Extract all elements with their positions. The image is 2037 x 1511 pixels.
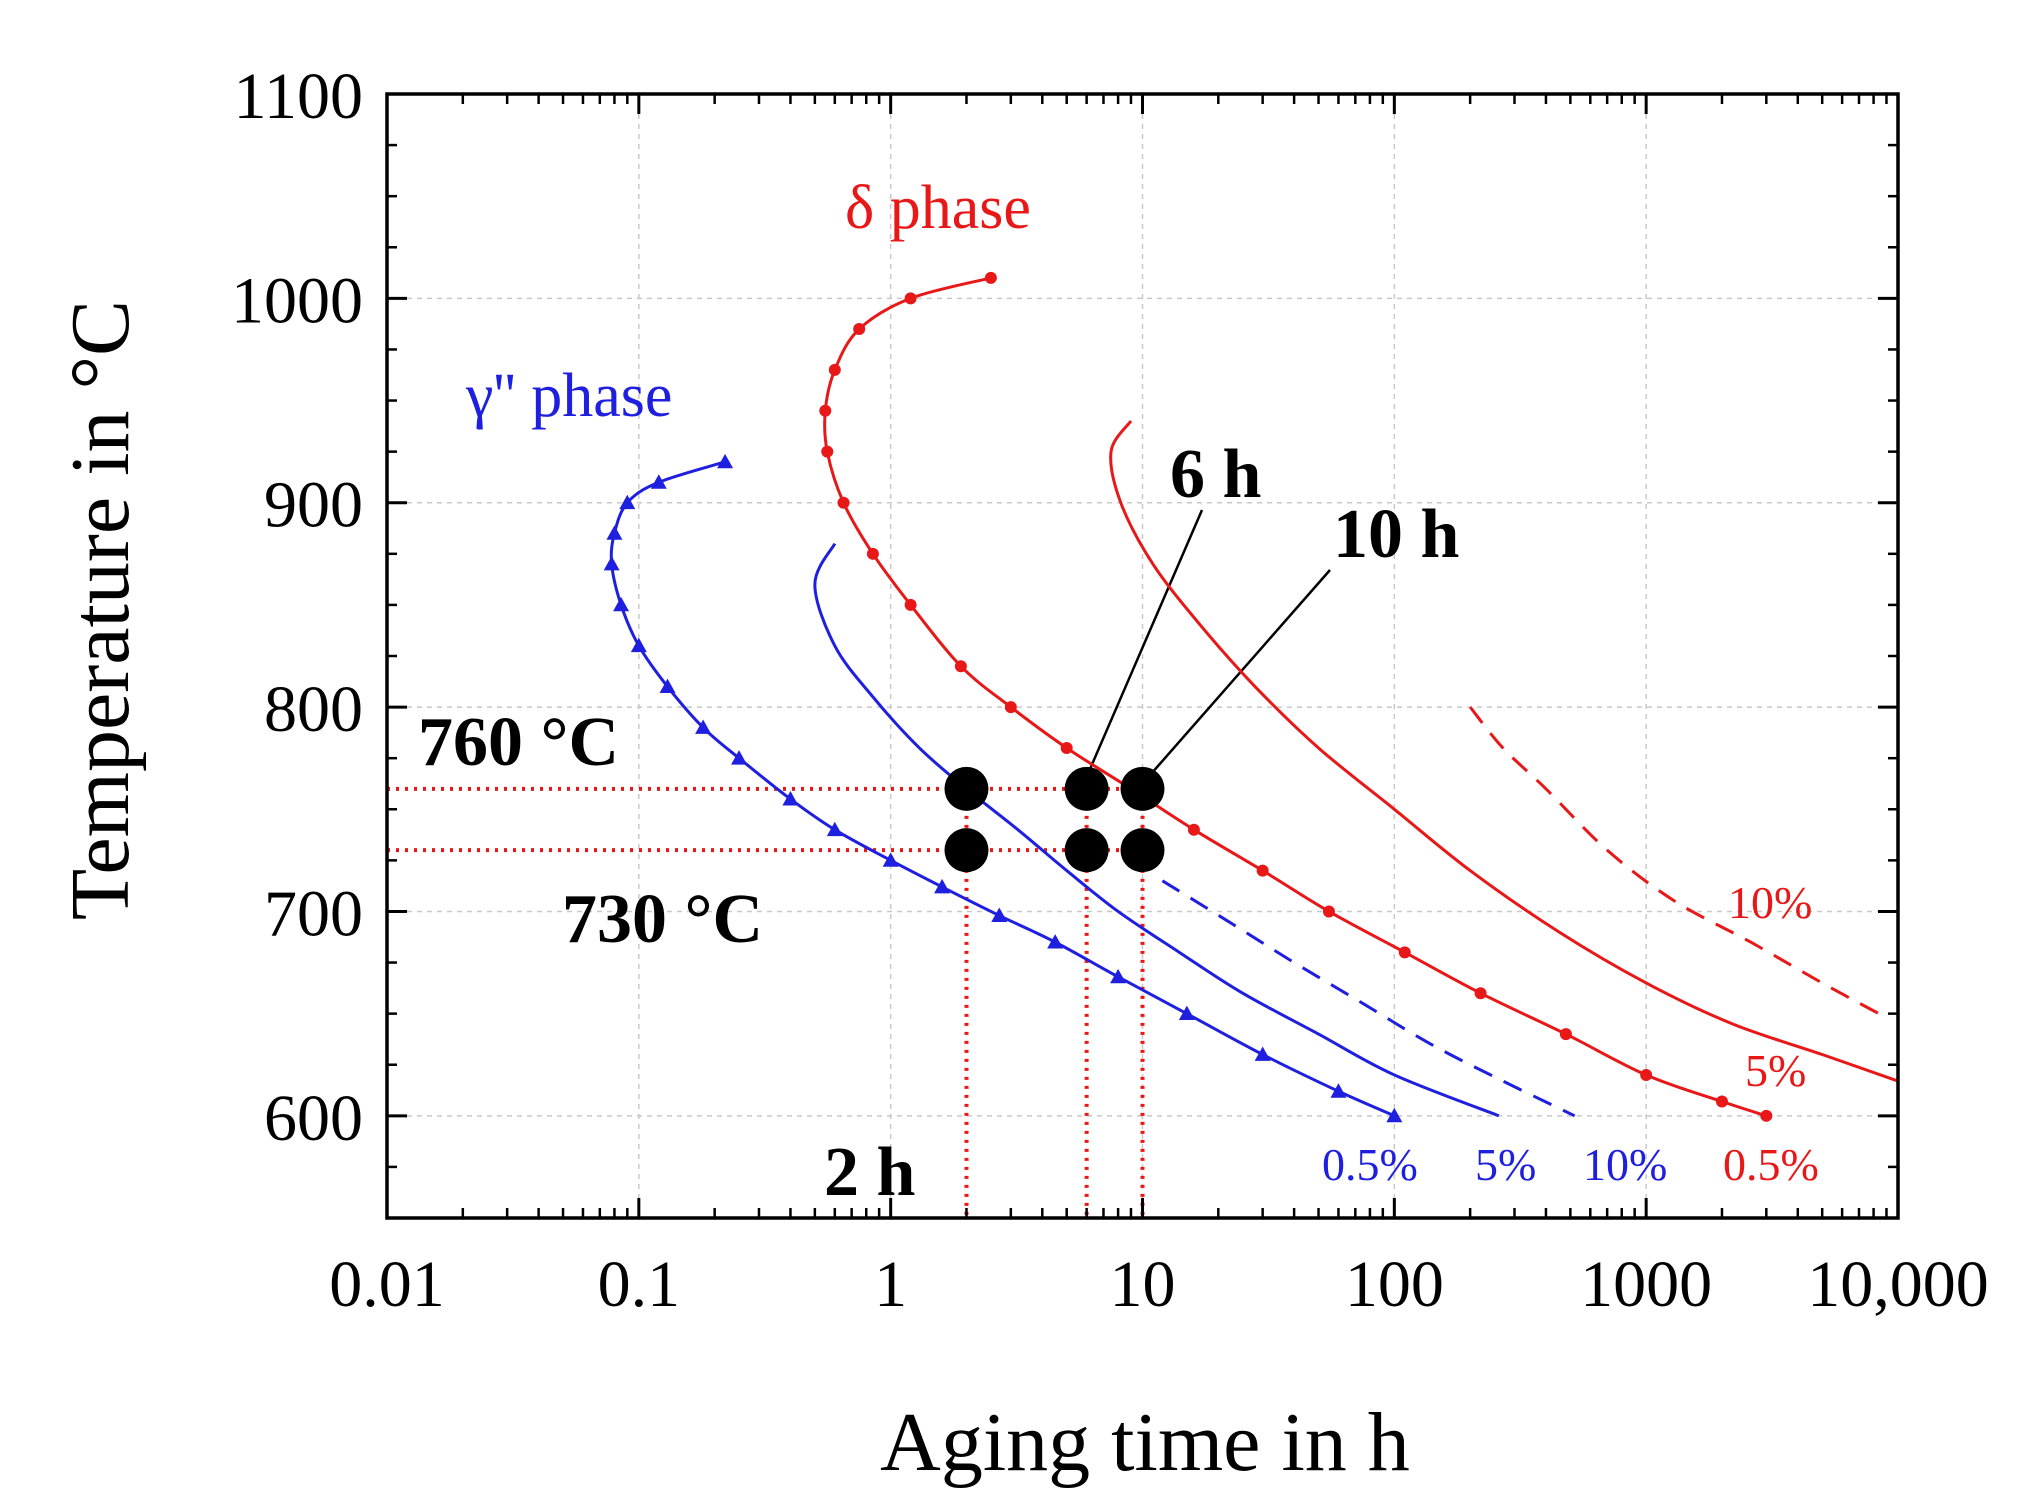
series-marker-circle [1398, 946, 1411, 959]
series-marker-circle [954, 660, 967, 673]
series-marker-triangle [717, 453, 734, 469]
label-gamma-5pct: 5% [1475, 1139, 1536, 1190]
series-marker-circle [1474, 987, 1487, 1000]
leader-line-6h [1085, 509, 1204, 778]
series-marker-triangle [1254, 1046, 1271, 1061]
series-marker-triangle [882, 852, 899, 867]
series-marker-triangle [934, 878, 951, 894]
grid-lines [386, 93, 1899, 1218]
x-tick-label: 1000 [1580, 1248, 1712, 1321]
series-marker-triangle [991, 907, 1008, 922]
series-line-0 [609, 460, 1395, 1118]
ticks: 0.01 0.1 1 10 100 1000 10,000 600 700 800 900 1000 1… [231, 60, 1989, 1321]
delta-phase-label: δ phase [845, 174, 1031, 242]
y-tick-label: 900 [264, 469, 363, 542]
label-10h: 10 h [1333, 496, 1459, 573]
series-marker-circle [1559, 1028, 1572, 1041]
series-marker-circle [1760, 1109, 1773, 1122]
reference-lines [387, 509, 1331, 1218]
series-marker-triangle [650, 474, 667, 489]
sample-points [944, 766, 1165, 873]
series-marker-triangle [659, 678, 676, 694]
series-marker-circle [1060, 741, 1073, 754]
series-marker-triangle [1047, 934, 1064, 949]
series-line-1 [813, 542, 1500, 1118]
series-line-5 [1468, 706, 1888, 1020]
series-marker-circle [828, 363, 841, 376]
sample-point [1120, 828, 1165, 873]
series-marker-circle [1187, 823, 1200, 836]
series-marker-circle [904, 292, 917, 305]
label-delta-10pct: 10% [1728, 877, 1812, 928]
series-marker-circle [1322, 905, 1335, 918]
label-2h: 2 h [824, 1134, 915, 1211]
label-760c: 760 °C [418, 704, 619, 781]
series-marker-triangle [826, 821, 843, 837]
series-marker-circle [853, 323, 866, 336]
series-marker-triangle [695, 719, 712, 734]
label-delta-5pct: 5% [1745, 1045, 1806, 1096]
sample-point [944, 828, 989, 873]
gamma-phase-label: γ'' phase [465, 362, 672, 430]
y-axis-title: Temperature in °C [54, 300, 147, 920]
series-marker-triangle [630, 637, 647, 653]
series-marker-circle [1715, 1095, 1728, 1108]
sample-point [1064, 766, 1109, 811]
sample-point [1064, 828, 1109, 873]
series-marker-circle [821, 445, 834, 458]
series-marker-triangle [1110, 968, 1127, 984]
x-tick-label: 0.1 [598, 1248, 681, 1321]
series-marker-triangle [613, 596, 630, 612]
label-gamma-0.5pct: 0.5% [1322, 1139, 1418, 1190]
y-tick-label: 600 [264, 1082, 363, 1155]
series-marker-triangle [603, 556, 620, 571]
y-tick-label: 800 [264, 673, 363, 746]
series-marker-circle [866, 547, 879, 560]
label-gamma-10pct: 10% [1583, 1139, 1667, 1190]
series-marker-triangle [619, 494, 636, 510]
series-marker-circle [1004, 701, 1017, 714]
series-marker-circle [1256, 864, 1269, 877]
x-tick-label: 100 [1345, 1248, 1444, 1321]
series-marker-triangle [1330, 1083, 1347, 1098]
series-line-2 [1161, 879, 1576, 1118]
y-tick-label: 700 [264, 877, 363, 950]
label-6h: 6 h [1170, 436, 1261, 513]
x-tick-label: 10 [1110, 1248, 1176, 1321]
series-layer [603, 271, 1899, 1123]
series-marker-circle [837, 496, 850, 509]
x-tick-label: 0.01 [329, 1248, 445, 1321]
series-line-4 [1109, 420, 1899, 1083]
label-delta-0.5pct: 0.5% [1723, 1139, 1819, 1190]
series-marker-circle [984, 271, 997, 284]
series-marker-triangle [606, 525, 623, 540]
sample-point [944, 766, 989, 811]
x-axis-title: Aging time in h [880, 1396, 1410, 1489]
series-marker-circle [904, 598, 917, 611]
x-tick-label: 10,000 [1807, 1248, 1989, 1321]
series-marker-triangle [1386, 1107, 1403, 1123]
y-tick-label: 1100 [233, 60, 363, 133]
series-marker-triangle [782, 791, 799, 806]
x-tick-label: 1 [874, 1248, 907, 1321]
series-line-3 [823, 276, 1767, 1118]
series-marker-circle [1640, 1068, 1653, 1081]
series-marker-triangle [1178, 1005, 1195, 1021]
series-marker-circle [819, 404, 832, 417]
series-marker-triangle [731, 750, 748, 765]
leader-line-10h [1147, 569, 1331, 778]
label-730c: 730 °C [562, 881, 763, 958]
sample-point [1120, 766, 1165, 811]
y-tick-label: 1000 [231, 264, 363, 337]
